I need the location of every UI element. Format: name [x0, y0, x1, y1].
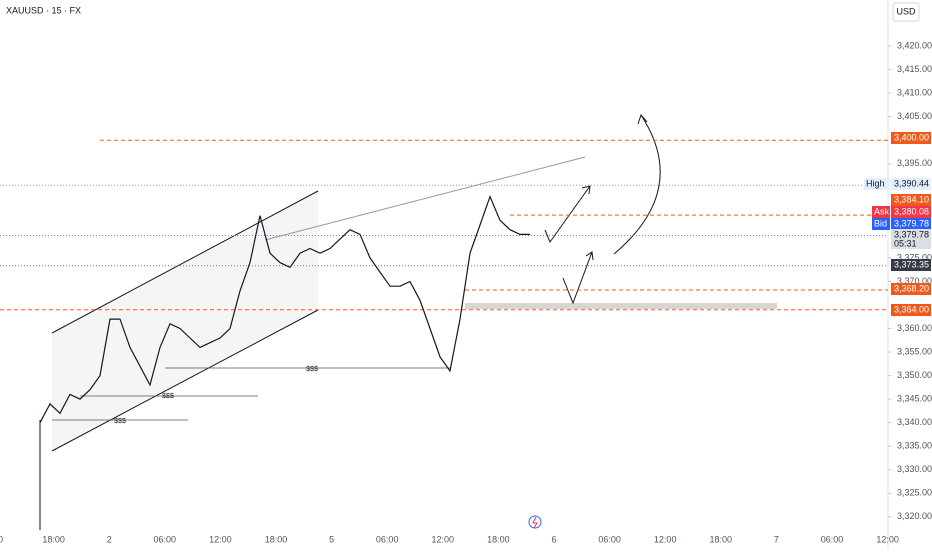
y-tick-label: 3,360.00	[897, 323, 932, 333]
y-tick-label: 3,420.00	[897, 41, 932, 51]
liquidity-label: $$$	[306, 366, 318, 373]
currency-label: USD	[896, 6, 916, 16]
x-tick-label: 18:00	[487, 534, 510, 544]
price-badge-label: 3,390.44	[894, 178, 929, 188]
x-tick-label: 2	[107, 534, 112, 544]
y-tick-label: 3,350.00	[897, 370, 932, 380]
channel-top	[51, 190, 319, 334]
price-tag	[872, 218, 890, 230]
liquidity-label: $$$	[162, 393, 174, 400]
price-badge	[891, 206, 931, 218]
price-badge-label: 3,368.20	[894, 283, 929, 293]
x-tick-label: 6	[551, 534, 556, 544]
y-tick-label: 3,325.00	[897, 488, 932, 498]
price-badge	[891, 178, 931, 190]
x-tick-label: 12:00	[209, 534, 232, 544]
projection-arrow	[544, 185, 591, 244]
x-tick-label: 18:00	[710, 534, 733, 544]
y-tick-label: 3,330.00	[897, 464, 932, 474]
liquidity-label: $$$	[114, 418, 126, 425]
x-tick-label: 06:00	[821, 534, 844, 544]
price-badge	[891, 132, 931, 144]
price-badge-label: 3,364.00	[894, 304, 929, 314]
x-tick-label: 06:00	[598, 534, 621, 544]
price-badge-label: 3,384.10	[894, 194, 929, 204]
price-tag	[864, 178, 890, 190]
x-tick-label: 12:00	[654, 534, 677, 544]
y-tick-label: 3,395.00	[897, 158, 932, 168]
y-tick-label: 3,405.00	[897, 111, 932, 121]
alert-icon[interactable]	[528, 515, 542, 529]
price-badge-label: 3,380.08	[894, 206, 929, 216]
channel-bottom	[51, 309, 319, 452]
x-tick-label: 18:00	[265, 534, 288, 544]
x-tick-label: 00	[0, 534, 3, 544]
zone	[465, 303, 777, 309]
projection-arrow	[613, 114, 661, 255]
y-tick-label: 3,410.00	[897, 88, 932, 98]
y-tick-label: 3,355.00	[897, 346, 932, 356]
y-tick-label: 3,335.00	[897, 441, 932, 451]
price-line	[39, 195, 530, 423]
trend-line	[264, 156, 586, 241]
x-tick-label: 7	[774, 534, 779, 544]
x-tick-label: 06:00	[154, 534, 177, 544]
y-tick-label: 3,375.00	[897, 252, 932, 262]
y-tick-label: 3,345.00	[897, 394, 932, 404]
currency-button[interactable]	[892, 2, 920, 22]
y-tick-label: 3,370.00	[897, 276, 932, 286]
price-badge-label: 3,379.78	[894, 229, 929, 239]
projection-arrow	[562, 251, 594, 305]
symbol-title: XAUUSD · 15 · FX	[6, 5, 81, 15]
y-tick-label: 3,415.00	[897, 64, 932, 74]
y-tick-label: 3,340.00	[897, 417, 932, 427]
price-tag-label: Ask	[874, 206, 890, 216]
price-badge-label: 3,400.00	[894, 132, 929, 142]
price-tag-label: High	[866, 178, 885, 188]
price-badge-label: 3,373.35	[894, 259, 929, 269]
y-tick-label: 3,320.00	[897, 511, 932, 521]
price-badge	[891, 218, 931, 230]
x-tick-label: 12:00	[432, 534, 455, 544]
x-tick-label: 18:00	[42, 534, 65, 544]
price-tag-label: Bid	[874, 218, 887, 228]
x-tick-label: 12:00	[876, 534, 899, 544]
price-badge	[891, 283, 931, 295]
alert-icon-bolt	[532, 516, 538, 529]
price-badge	[891, 229, 931, 249]
channel-fill	[52, 191, 318, 451]
price-badge	[891, 194, 931, 206]
x-tick-label: 5	[329, 534, 334, 544]
price-badge	[891, 304, 931, 316]
price-tag	[872, 206, 890, 218]
price-badge	[891, 259, 931, 271]
price-badge-label: 3,379.78	[894, 218, 929, 228]
x-tick-label: 06:00	[376, 534, 399, 544]
countdown: 05:31	[894, 238, 917, 248]
